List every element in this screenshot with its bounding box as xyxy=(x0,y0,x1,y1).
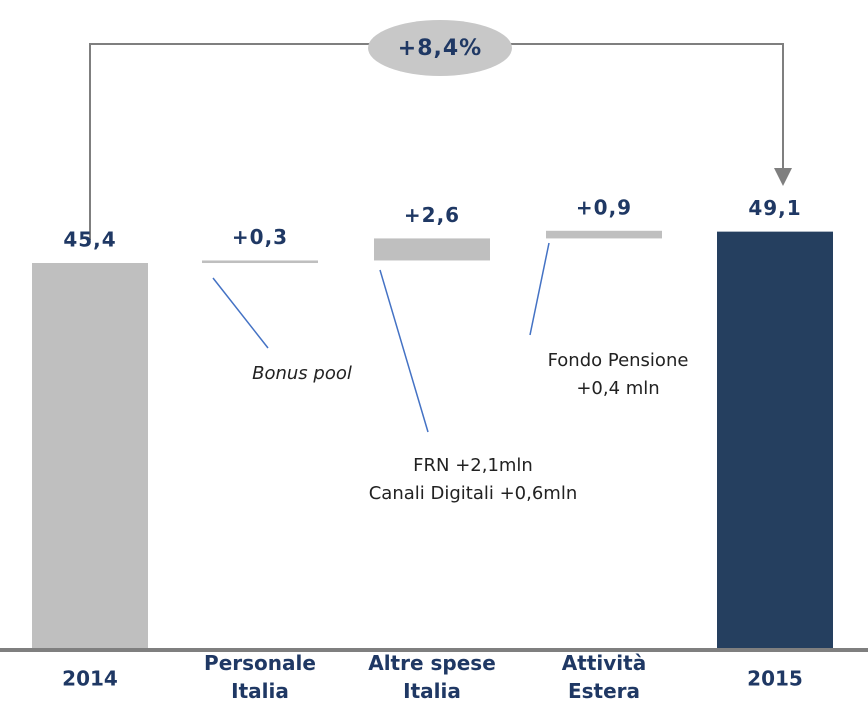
x-tick-label: Altre spese Italia xyxy=(368,651,496,703)
bar xyxy=(32,263,148,648)
value-label: +0,3 xyxy=(232,225,288,249)
value-label: +0,9 xyxy=(576,195,632,219)
bar xyxy=(546,230,662,239)
growth-arrowhead xyxy=(774,168,792,186)
value-label: 45,4 xyxy=(63,228,116,252)
annotation: +0,4 mln xyxy=(576,378,659,399)
bar xyxy=(374,238,490,261)
value-label: 49,1 xyxy=(748,196,801,220)
value-label: +2,6 xyxy=(404,203,460,227)
pointer-line xyxy=(529,242,550,336)
pointer-line xyxy=(212,277,269,349)
x-tick-label: 2015 xyxy=(747,667,803,691)
bar xyxy=(202,260,318,264)
x-tick-label: 2014 xyxy=(62,667,118,691)
growth-label: +8,4% xyxy=(398,36,482,61)
bar xyxy=(717,231,833,648)
annotation: Canali Digitali +0,6mln xyxy=(369,483,578,504)
annotation: Bonus pool xyxy=(252,363,352,384)
annotation: FRN +2,1mln xyxy=(413,455,533,476)
growth-bubble xyxy=(368,20,512,76)
pointer-line xyxy=(379,269,429,433)
x-tick-label: Personale Italia xyxy=(204,651,316,703)
annotation: Fondo Pensione xyxy=(548,350,689,371)
x-tick-label: Attività Estera xyxy=(562,651,646,703)
